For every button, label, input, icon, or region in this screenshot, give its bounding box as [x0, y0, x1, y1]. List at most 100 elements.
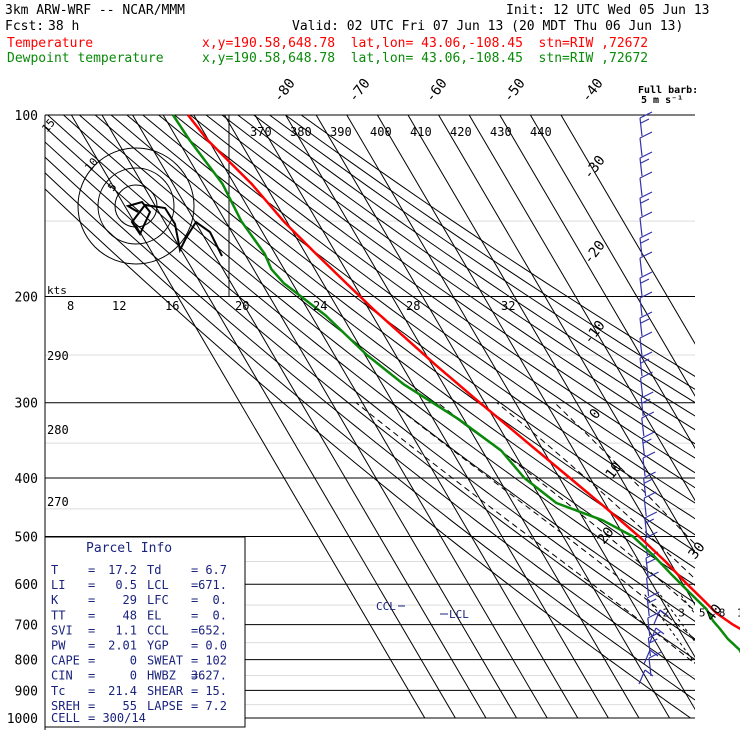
- parcel-equals: =: [191, 699, 198, 713]
- wind-barb: [641, 417, 645, 437]
- parcel-label: SVI: [51, 623, 73, 637]
- dewpoint-trace: [171, 114, 740, 654]
- dry-adiabat-line: [45, 156, 695, 680]
- hodograph-ring-label: 15: [39, 116, 57, 135]
- wind-barb-half-flag: [640, 158, 650, 164]
- theta-label: 440: [530, 125, 552, 139]
- parcel-value: 29: [123, 593, 137, 607]
- dry-adiabat-line: [221, 115, 695, 445]
- parcel-label: SREH: [51, 699, 80, 713]
- hodograph-speed-label: 16: [165, 299, 179, 313]
- wind-barb-flag: [639, 311, 653, 319]
- parcel-equals: =: [88, 608, 95, 622]
- pressure-label: 500: [15, 530, 38, 545]
- parcel-equals: =: [191, 593, 198, 607]
- pressure-label: 400: [15, 472, 38, 487]
- theta-label: 410: [410, 125, 432, 139]
- wind-barb-flag: [639, 351, 653, 359]
- wind-barb: [639, 297, 643, 317]
- isotherm-line: [285, 115, 640, 719]
- dry-adiabat-line: [285, 115, 695, 390]
- dry-adiabat-line: [142, 115, 695, 520]
- wind-barb: [639, 357, 643, 377]
- dewpoint-location: x,y=190.58,648.78 lat,lon= 43.06,-108.45…: [202, 51, 649, 66]
- wind-barb-flag: [641, 411, 655, 419]
- hodograph-speed-label: 32: [501, 299, 515, 313]
- wind-barb-flag: [640, 371, 653, 379]
- theta-label: 370: [250, 125, 272, 139]
- wind-barb-flag: [639, 271, 653, 279]
- isotherm-line: [407, 115, 695, 606]
- dry-adiabat-line: [110, 115, 695, 552]
- dry-adiabat-line: [237, 115, 695, 431]
- parcel-label: SHEAR: [147, 684, 184, 698]
- wind-barb-flag: [648, 651, 662, 659]
- dry-adiabat-line: [45, 188, 691, 719]
- moist-adiabat-line: [554, 402, 695, 545]
- isotherm-line: [468, 115, 695, 502]
- hodograph-units-label: kts: [47, 284, 67, 297]
- pressure-label: 1000: [7, 712, 38, 727]
- ccl-label: CCL: [376, 600, 396, 613]
- parcel-equals: =: [191, 654, 198, 668]
- parcel-value: 21.4: [108, 684, 137, 698]
- pressure-label: 300: [15, 397, 38, 412]
- wind-barb: [640, 397, 644, 417]
- wind-barb-half-flag: [640, 198, 650, 204]
- valid-time: Valid: 02 UTC Fri 07 Jun 13 (20 MDT Thu …: [292, 19, 684, 34]
- isotherm-line: [101, 115, 456, 719]
- wind-barb-lower-flag: [644, 669, 654, 677]
- isotherm-line: [529, 115, 695, 397]
- dry-adiabat-line: [174, 115, 695, 489]
- parcel-equals: =: [191, 608, 198, 622]
- wind-barb-flag: [639, 171, 653, 179]
- hodograph-speed-label: 28: [406, 299, 420, 313]
- pressure-label: 600: [15, 578, 38, 593]
- hodograph-speed-label: 24: [313, 299, 327, 313]
- wind-barb: [641, 437, 645, 457]
- temperature-right-label: 40: [703, 601, 726, 624]
- dry-adiabat-line: [47, 115, 695, 622]
- parcel-value: 17.2: [108, 563, 137, 577]
- parcel-label: Tc: [51, 684, 65, 698]
- wind-barb: [639, 177, 643, 197]
- theta-label: 430: [490, 125, 512, 139]
- parcel-label: LAPSE: [147, 699, 183, 713]
- wind-barb-flag: [646, 571, 659, 579]
- wind-barb: [639, 217, 643, 237]
- wind-barb-half-flag: [643, 438, 652, 444]
- theta-label: 400: [370, 125, 392, 139]
- wind-barb-half-flag: [640, 278, 650, 284]
- wind-barb: [647, 637, 651, 657]
- parcel-value: 15.: [205, 684, 227, 698]
- temperature-top-label: -60: [423, 76, 451, 106]
- mixing-ratio-label: 5: [699, 607, 706, 620]
- parcel-equals: =: [191, 563, 198, 577]
- mixing-ratio-label: 8: [719, 607, 726, 620]
- theta-label: 390: [330, 125, 352, 139]
- theta-label: 380: [290, 125, 312, 139]
- pressure-label: 700: [15, 619, 38, 634]
- wind-barb: [639, 237, 643, 257]
- parcel-label: CIN: [51, 669, 73, 683]
- isotherm-line: [254, 115, 609, 719]
- temperature-right-label: -30: [581, 153, 609, 183]
- wind-barb-flag: [639, 231, 653, 239]
- parcel-label: LFC: [147, 593, 169, 607]
- isotherm-line: [376, 115, 695, 658]
- wind-barb: [639, 157, 643, 177]
- parcel-info-frame: [44, 536, 246, 728]
- wind-barb-flag: [639, 331, 653, 339]
- parcel-label: PW: [51, 639, 66, 653]
- parcel-value: 0.: [213, 593, 227, 607]
- wind-barb: [643, 497, 647, 517]
- wind-barb: [643, 477, 647, 497]
- wind-barb-flag: [643, 471, 656, 479]
- theta-left-label: 280: [47, 423, 69, 437]
- wind-barb-lower-flag: [655, 627, 665, 635]
- temperature-top-label: -80: [271, 76, 299, 106]
- wind-barb: [642, 457, 646, 477]
- wind-barb-lower: [638, 669, 646, 685]
- parcel-value: 48: [123, 608, 137, 622]
